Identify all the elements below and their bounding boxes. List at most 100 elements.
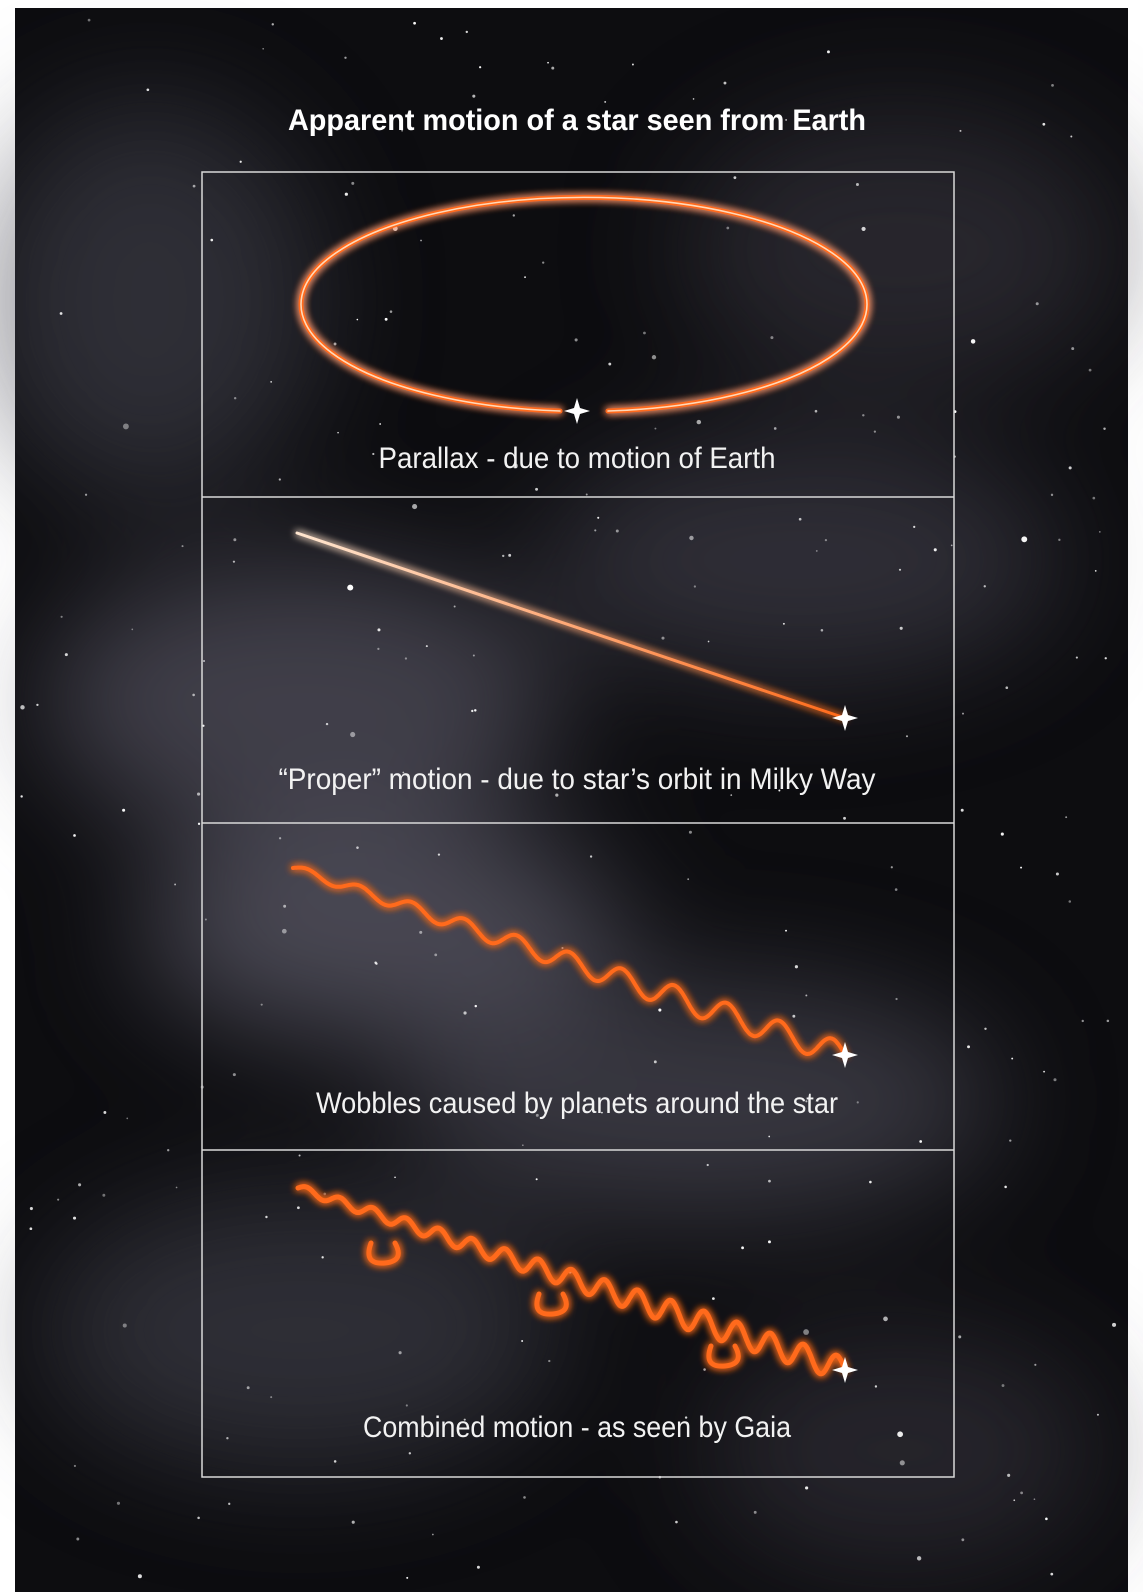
star: [768, 1135, 771, 1138]
star: [1009, 1139, 1012, 1142]
star: [1068, 466, 1072, 470]
star: [398, 1351, 402, 1355]
star: [521, 1340, 524, 1342]
star: [262, 48, 264, 50]
star: [226, 1437, 229, 1440]
star: [654, 427, 657, 430]
star-marker: [832, 1357, 858, 1383]
star: [471, 709, 474, 713]
title: Apparent motion of a star seen from Eart…: [288, 104, 866, 137]
star: [278, 837, 282, 840]
star: [597, 516, 600, 519]
star: [406, 1576, 409, 1579]
star: [508, 553, 512, 557]
star: [723, 81, 727, 85]
star: [615, 529, 619, 533]
star: [1020, 866, 1023, 869]
star: [1103, 427, 1106, 430]
star: [36, 703, 39, 707]
star: [474, 709, 477, 712]
star: [1065, 816, 1068, 819]
star: [916, 1556, 922, 1561]
star: [753, 1510, 757, 1514]
star: [239, 160, 242, 163]
star: [197, 1516, 200, 1520]
star: [688, 830, 692, 834]
star: [547, 61, 549, 64]
star: [232, 1073, 236, 1077]
star: [778, 789, 781, 792]
star: [20, 795, 23, 798]
star: [1034, 1363, 1037, 1366]
proper-motion-path: [295, 531, 847, 720]
star: [805, 1100, 808, 1103]
star: [1104, 657, 1107, 660]
star: [523, 1496, 526, 1499]
star: [555, 793, 559, 797]
star: [803, 1329, 810, 1335]
star: [855, 182, 859, 186]
star: [770, 336, 774, 340]
star: [73, 1464, 77, 1468]
star: [512, 463, 518, 469]
star: [401, 129, 403, 132]
combined-path: [295, 1184, 848, 1377]
star: [472, 654, 475, 657]
star: [270, 1396, 273, 1399]
star: [203, 660, 205, 662]
star: [861, 226, 866, 232]
star: [785, 929, 787, 932]
star: [57, 1198, 60, 1201]
star: [122, 423, 129, 430]
star: [377, 647, 380, 650]
caption: Wobbles caused by planets around the sta…: [316, 1087, 838, 1120]
star: [524, 276, 526, 279]
star: [402, 771, 405, 774]
star: [437, 853, 441, 856]
star: [741, 1246, 744, 1250]
star: [984, 1027, 987, 1031]
star: [472, 94, 476, 98]
star: [197, 822, 201, 825]
star: [64, 653, 68, 657]
nebula: [0, 100, 1120, 1570]
star: [192, 693, 195, 697]
star: [404, 657, 408, 660]
star: [1096, 1413, 1099, 1416]
star: [827, 50, 830, 54]
star: [389, 310, 393, 313]
star: [350, 731, 356, 738]
star: [782, 622, 785, 625]
star: [233, 538, 237, 542]
star: [589, 855, 593, 858]
star: [960, 808, 964, 812]
star: [278, 478, 281, 481]
star: [551, 66, 555, 70]
star: [594, 529, 597, 532]
star: [805, 994, 808, 997]
star: [1050, 1572, 1054, 1576]
star: [1081, 1019, 1084, 1023]
star: [29, 1227, 33, 1231]
star: [905, 735, 908, 738]
star: [768, 1240, 771, 1244]
star: [843, 816, 846, 820]
star: [1033, 1498, 1036, 1501]
star: [337, 431, 339, 434]
star: [798, 517, 802, 521]
star-marker: [564, 398, 590, 424]
star: [1068, 900, 1072, 903]
star: [453, 605, 456, 608]
star: [970, 339, 976, 344]
star: [405, 1404, 408, 1407]
star: [856, 1101, 859, 1104]
star-marker: [832, 1042, 858, 1068]
star: [204, 918, 207, 921]
star: [684, 1416, 688, 1419]
star: [283, 904, 287, 908]
star: [692, 98, 695, 100]
star: [542, 261, 545, 264]
star: [384, 317, 388, 321]
star: [703, 1368, 706, 1371]
